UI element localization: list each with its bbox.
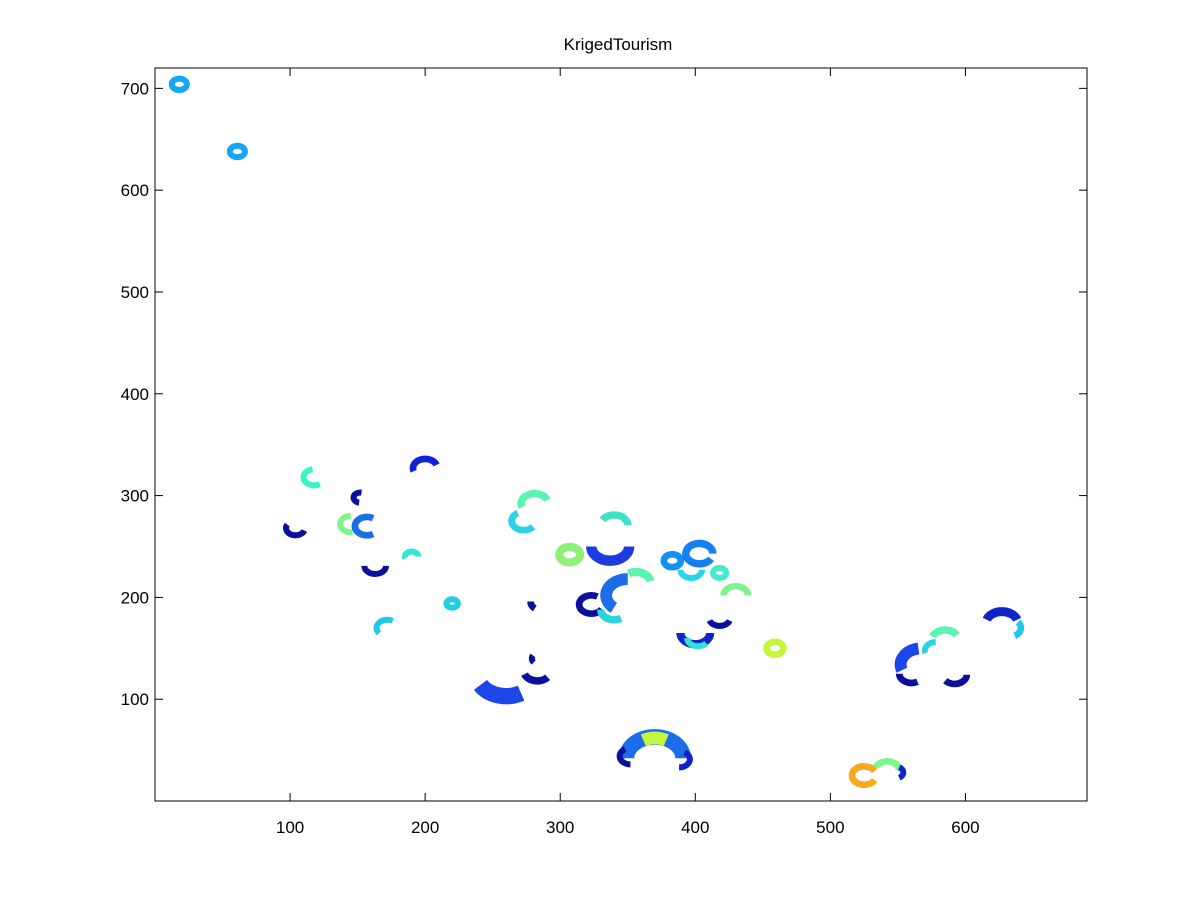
x-tick-label-300: 300 xyxy=(546,818,574,837)
data-blob-4 xyxy=(283,522,308,539)
data-blob-23 xyxy=(682,539,717,568)
data-blob-43 xyxy=(929,626,960,639)
data-blob-8 xyxy=(361,565,389,577)
data-blob-12 xyxy=(517,489,551,509)
y-tick-label-400: 400 xyxy=(121,385,149,404)
data-blob-6 xyxy=(337,512,354,536)
data-blob-30 xyxy=(763,638,787,659)
data-blob-14 xyxy=(555,542,585,567)
data-blob-36 xyxy=(616,746,631,768)
data-blob-32 xyxy=(521,672,551,685)
data-blobs xyxy=(168,75,1025,789)
x-tick-label-500: 500 xyxy=(816,818,844,837)
data-blob-16 xyxy=(599,511,632,526)
x-tick-label-100: 100 xyxy=(276,818,304,837)
data-blob-45 xyxy=(943,674,971,688)
data-blob-2 xyxy=(300,466,321,489)
plot-area xyxy=(154,67,1088,802)
data-blob-18 xyxy=(600,573,629,613)
data-blob-17 xyxy=(575,592,605,617)
data-blob-10 xyxy=(373,616,394,636)
data-blob-42 xyxy=(895,673,919,687)
y-tick-label-600: 600 xyxy=(121,181,149,200)
chart-title: KrigedTourism xyxy=(564,35,673,54)
data-blob-1 xyxy=(226,142,248,161)
data-blob-19 xyxy=(626,567,655,583)
data-blob-47 xyxy=(1013,619,1025,639)
data-blob-5 xyxy=(350,489,362,506)
data-blob-11 xyxy=(443,596,461,611)
data-blob-31 xyxy=(473,679,525,705)
data-blob-9 xyxy=(401,548,422,560)
axis-ticks: 100 200 300 400 500 600 100 200 300 400 500 600 700 xyxy=(121,68,1087,837)
data-blob-7 xyxy=(351,513,375,539)
data-blob-38 xyxy=(848,763,878,789)
data-blob-37 xyxy=(678,749,693,771)
data-blob-44 xyxy=(921,639,936,655)
data-blob-3 xyxy=(409,455,440,473)
data-blob-41 xyxy=(894,642,920,673)
data-blob-24 xyxy=(677,569,706,581)
data-blob-21 xyxy=(527,600,537,612)
x-tick-label-400: 400 xyxy=(681,818,709,837)
data-blob-25 xyxy=(709,564,730,581)
y-tick-label-700: 700 xyxy=(121,79,149,98)
data-blob-29 xyxy=(706,618,733,629)
data-blob-39 xyxy=(872,757,903,771)
data-blob-15 xyxy=(586,545,635,566)
x-tick-label-200: 200 xyxy=(411,818,439,837)
data-blob-26 xyxy=(720,582,752,596)
data-blob-13 xyxy=(508,510,536,534)
data-blob-20 xyxy=(597,609,623,624)
data-blob-0 xyxy=(168,75,190,93)
y-tick-label-200: 200 xyxy=(121,588,149,607)
data-blob-46 xyxy=(982,607,1022,623)
x-tick-label-600: 600 xyxy=(951,818,979,837)
y-tick-label-300: 300 xyxy=(121,487,149,506)
data-blob-28 xyxy=(684,637,709,650)
y-tick-label-100: 100 xyxy=(121,690,149,709)
y-tick-label-500: 500 xyxy=(121,283,149,302)
data-blob-40 xyxy=(897,764,907,781)
data-blob-35 xyxy=(640,731,669,747)
data-blob-33 xyxy=(528,653,537,665)
data-blob-22 xyxy=(660,550,685,571)
